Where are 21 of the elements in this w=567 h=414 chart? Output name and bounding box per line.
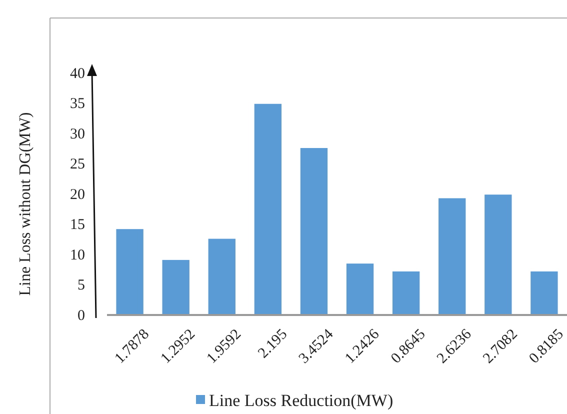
- bar: [346, 264, 374, 315]
- y-tick-label: 30: [70, 126, 85, 142]
- bar: [392, 271, 420, 315]
- y-axis-title: Line Loss without DG(MW): [17, 112, 34, 296]
- y-tick-label: 15: [70, 217, 85, 234]
- bar: [530, 271, 558, 315]
- y-tick-label: 35: [70, 96, 85, 112]
- bar: [208, 238, 236, 315]
- bar: [484, 194, 512, 315]
- y-tick-label: 40: [70, 66, 85, 82]
- y-tick-label: 5: [78, 278, 85, 294]
- y-tick-label: 25: [70, 156, 85, 173]
- bar: [162, 260, 190, 315]
- bar: [254, 104, 282, 315]
- bar: [300, 148, 328, 315]
- y-tick-label: 20: [70, 186, 85, 203]
- bar: [116, 229, 144, 315]
- y-tick-label: 10: [70, 247, 85, 264]
- y-tick-label: 0: [78, 308, 85, 324]
- legend-label: Line Loss Reduction(MW): [209, 390, 394, 410]
- bar: [438, 198, 466, 315]
